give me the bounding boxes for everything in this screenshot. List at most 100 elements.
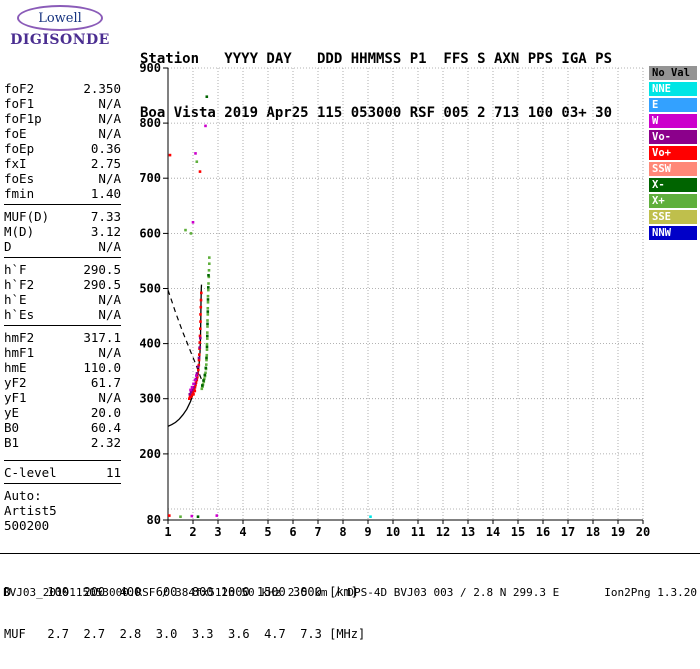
param-label: D (4, 239, 12, 254)
lowell-logo-ellipse: Lowell (17, 5, 103, 31)
svg-text:800: 800 (139, 116, 161, 130)
param-value: 7.33 (90, 209, 121, 224)
grid (167, 67, 644, 520)
legend-item-ssw: SSW (649, 162, 697, 176)
param-label: foEp (4, 141, 35, 156)
param-label: foF1 (4, 96, 35, 111)
param-row-fof2: foF2 2.350 (4, 81, 121, 96)
param-value: 11 (105, 465, 121, 480)
param-row-hf2: h`F2 290.5 (4, 277, 121, 292)
param-value: N/A (98, 126, 121, 141)
svg-text:18: 18 (586, 525, 600, 538)
dmuf-row-muf: MUF 2.7 2.7 2.8 3.0 3.3 3.6 4.7 7.3 [MHz… (4, 627, 366, 641)
param-label: M(D) (4, 224, 35, 239)
param-row-he: h`E N/A (4, 292, 121, 307)
echo-points (168, 95, 372, 518)
status-program-version: Ion2Png 1.3.20 (604, 586, 697, 599)
station-header: Station YYYY DAY DDD HHMMSS P1 FFS S AXN… (140, 14, 612, 158)
svg-text:7: 7 (314, 525, 321, 538)
param-row-hmf2: hmF2 317.1 (4, 330, 121, 345)
param-row-fof1p: foF1p N/A (4, 111, 121, 126)
panel-footer-row: Auto: (4, 488, 42, 503)
svg-text:1: 1 (164, 525, 171, 538)
svg-text:11: 11 (411, 525, 425, 538)
param-value: 290.5 (83, 277, 121, 292)
param-value: N/A (98, 171, 121, 186)
echo-legend: No Val NNE E W Vo- Vo+ SSW X- X+ SSE NNW (649, 66, 697, 242)
svg-text:19: 19 (611, 525, 625, 538)
param-label: foF2 (4, 81, 35, 96)
param-value: N/A (98, 390, 121, 405)
param-row-yf1: yF1 N/A (4, 390, 121, 405)
param-value: 0.36 (90, 141, 121, 156)
svg-text:9: 9 (364, 525, 371, 538)
param-row-hmf1: hmF1 N/A (4, 345, 121, 360)
panel-separator (4, 483, 121, 484)
param-label: MUF(D) (4, 209, 50, 224)
svg-text:500: 500 (139, 282, 161, 296)
param-row-fmin: fmin 1.40 (4, 186, 121, 201)
param-value: 60.4 (90, 420, 121, 435)
svg-text:8: 8 (339, 525, 346, 538)
svg-text:3: 3 (214, 525, 221, 538)
param-row-b1: B1 2.32 (4, 435, 121, 450)
param-row-foep: foEp 0.36 (4, 141, 121, 156)
param-row-foe: foE N/A (4, 126, 121, 141)
svg-text:6: 6 (289, 525, 296, 538)
param-value: 20.0 (90, 405, 121, 420)
param-row-d: D N/A (4, 239, 121, 254)
param-label: hmE (4, 360, 27, 375)
param-row-yf2: yF2 61.7 (4, 375, 121, 390)
param-value: 290.5 (83, 262, 121, 277)
param-row-mufd: MUF(D) 7.33 (4, 209, 121, 224)
svg-text:600: 600 (139, 226, 161, 240)
dmuf-row-d: D 100 200 400 600 800 1000 1500 3000 [km… (4, 585, 359, 599)
svg-text:2: 2 (189, 525, 196, 538)
svg-text:10: 10 (386, 525, 400, 538)
legend-item-no-val: No Val (649, 66, 697, 80)
lowell-digisonde-logo: Lowell DIGISONDE (8, 5, 112, 48)
logo-lowell-text: Lowell (38, 10, 82, 26)
param-value: N/A (98, 292, 121, 307)
panel-separator (4, 460, 121, 461)
profile-line (167, 284, 203, 427)
param-label: foF1p (4, 111, 42, 126)
legend-item-w: W (649, 114, 697, 128)
panel-footer-row: 500200 (4, 518, 50, 533)
param-value: N/A (98, 239, 121, 254)
panel-separator (4, 204, 121, 205)
param-row-md: M(D) 3.12 (4, 224, 121, 239)
param-label: hmF2 (4, 330, 35, 345)
param-row-foes: foEs N/A (4, 171, 121, 186)
param-label: B0 (4, 420, 20, 435)
param-label: B1 (4, 435, 20, 450)
param-row-ye: yE 20.0 (4, 405, 121, 420)
param-label: hmF1 (4, 345, 35, 360)
svg-text:900: 900 (139, 61, 161, 75)
param-label: fmin (4, 186, 35, 201)
param-value: N/A (98, 111, 121, 126)
svg-text:80: 80 (147, 513, 161, 527)
param-label: h`E (4, 292, 27, 307)
legend-item-vo-: Vo- (649, 130, 697, 144)
param-row-hf: h`F 290.5 (4, 262, 121, 277)
param-label: yF1 (4, 390, 27, 405)
param-label: h`Es (4, 307, 35, 322)
param-label: foEs (4, 171, 35, 186)
param-value: 61.7 (90, 375, 121, 390)
param-label: yE (4, 405, 20, 420)
svg-text:5: 5 (264, 525, 271, 538)
header-values-row: Boa Vista 2019 Apr25 115 053000 RSF 005 … (140, 105, 613, 121)
legend-item-e: E (649, 98, 697, 112)
param-row-clevel: C-level 11 (4, 465, 121, 480)
legend-item-nnw: NNW (649, 226, 697, 240)
param-value: 3.12 (90, 224, 121, 239)
param-value: 2.32 (90, 435, 121, 450)
param-value: N/A (98, 96, 121, 111)
param-label: foE (4, 126, 27, 141)
status-file-info: BVJ03_2019115053000.RSF / 384fx512h 50 k… (3, 586, 560, 599)
parameter-panel: foF2 2.350 foF1 N/A foF1p N/A foE N/A foEp 0.36 fx… (4, 81, 121, 533)
param-row-fof1: foF1 N/A (4, 96, 121, 111)
